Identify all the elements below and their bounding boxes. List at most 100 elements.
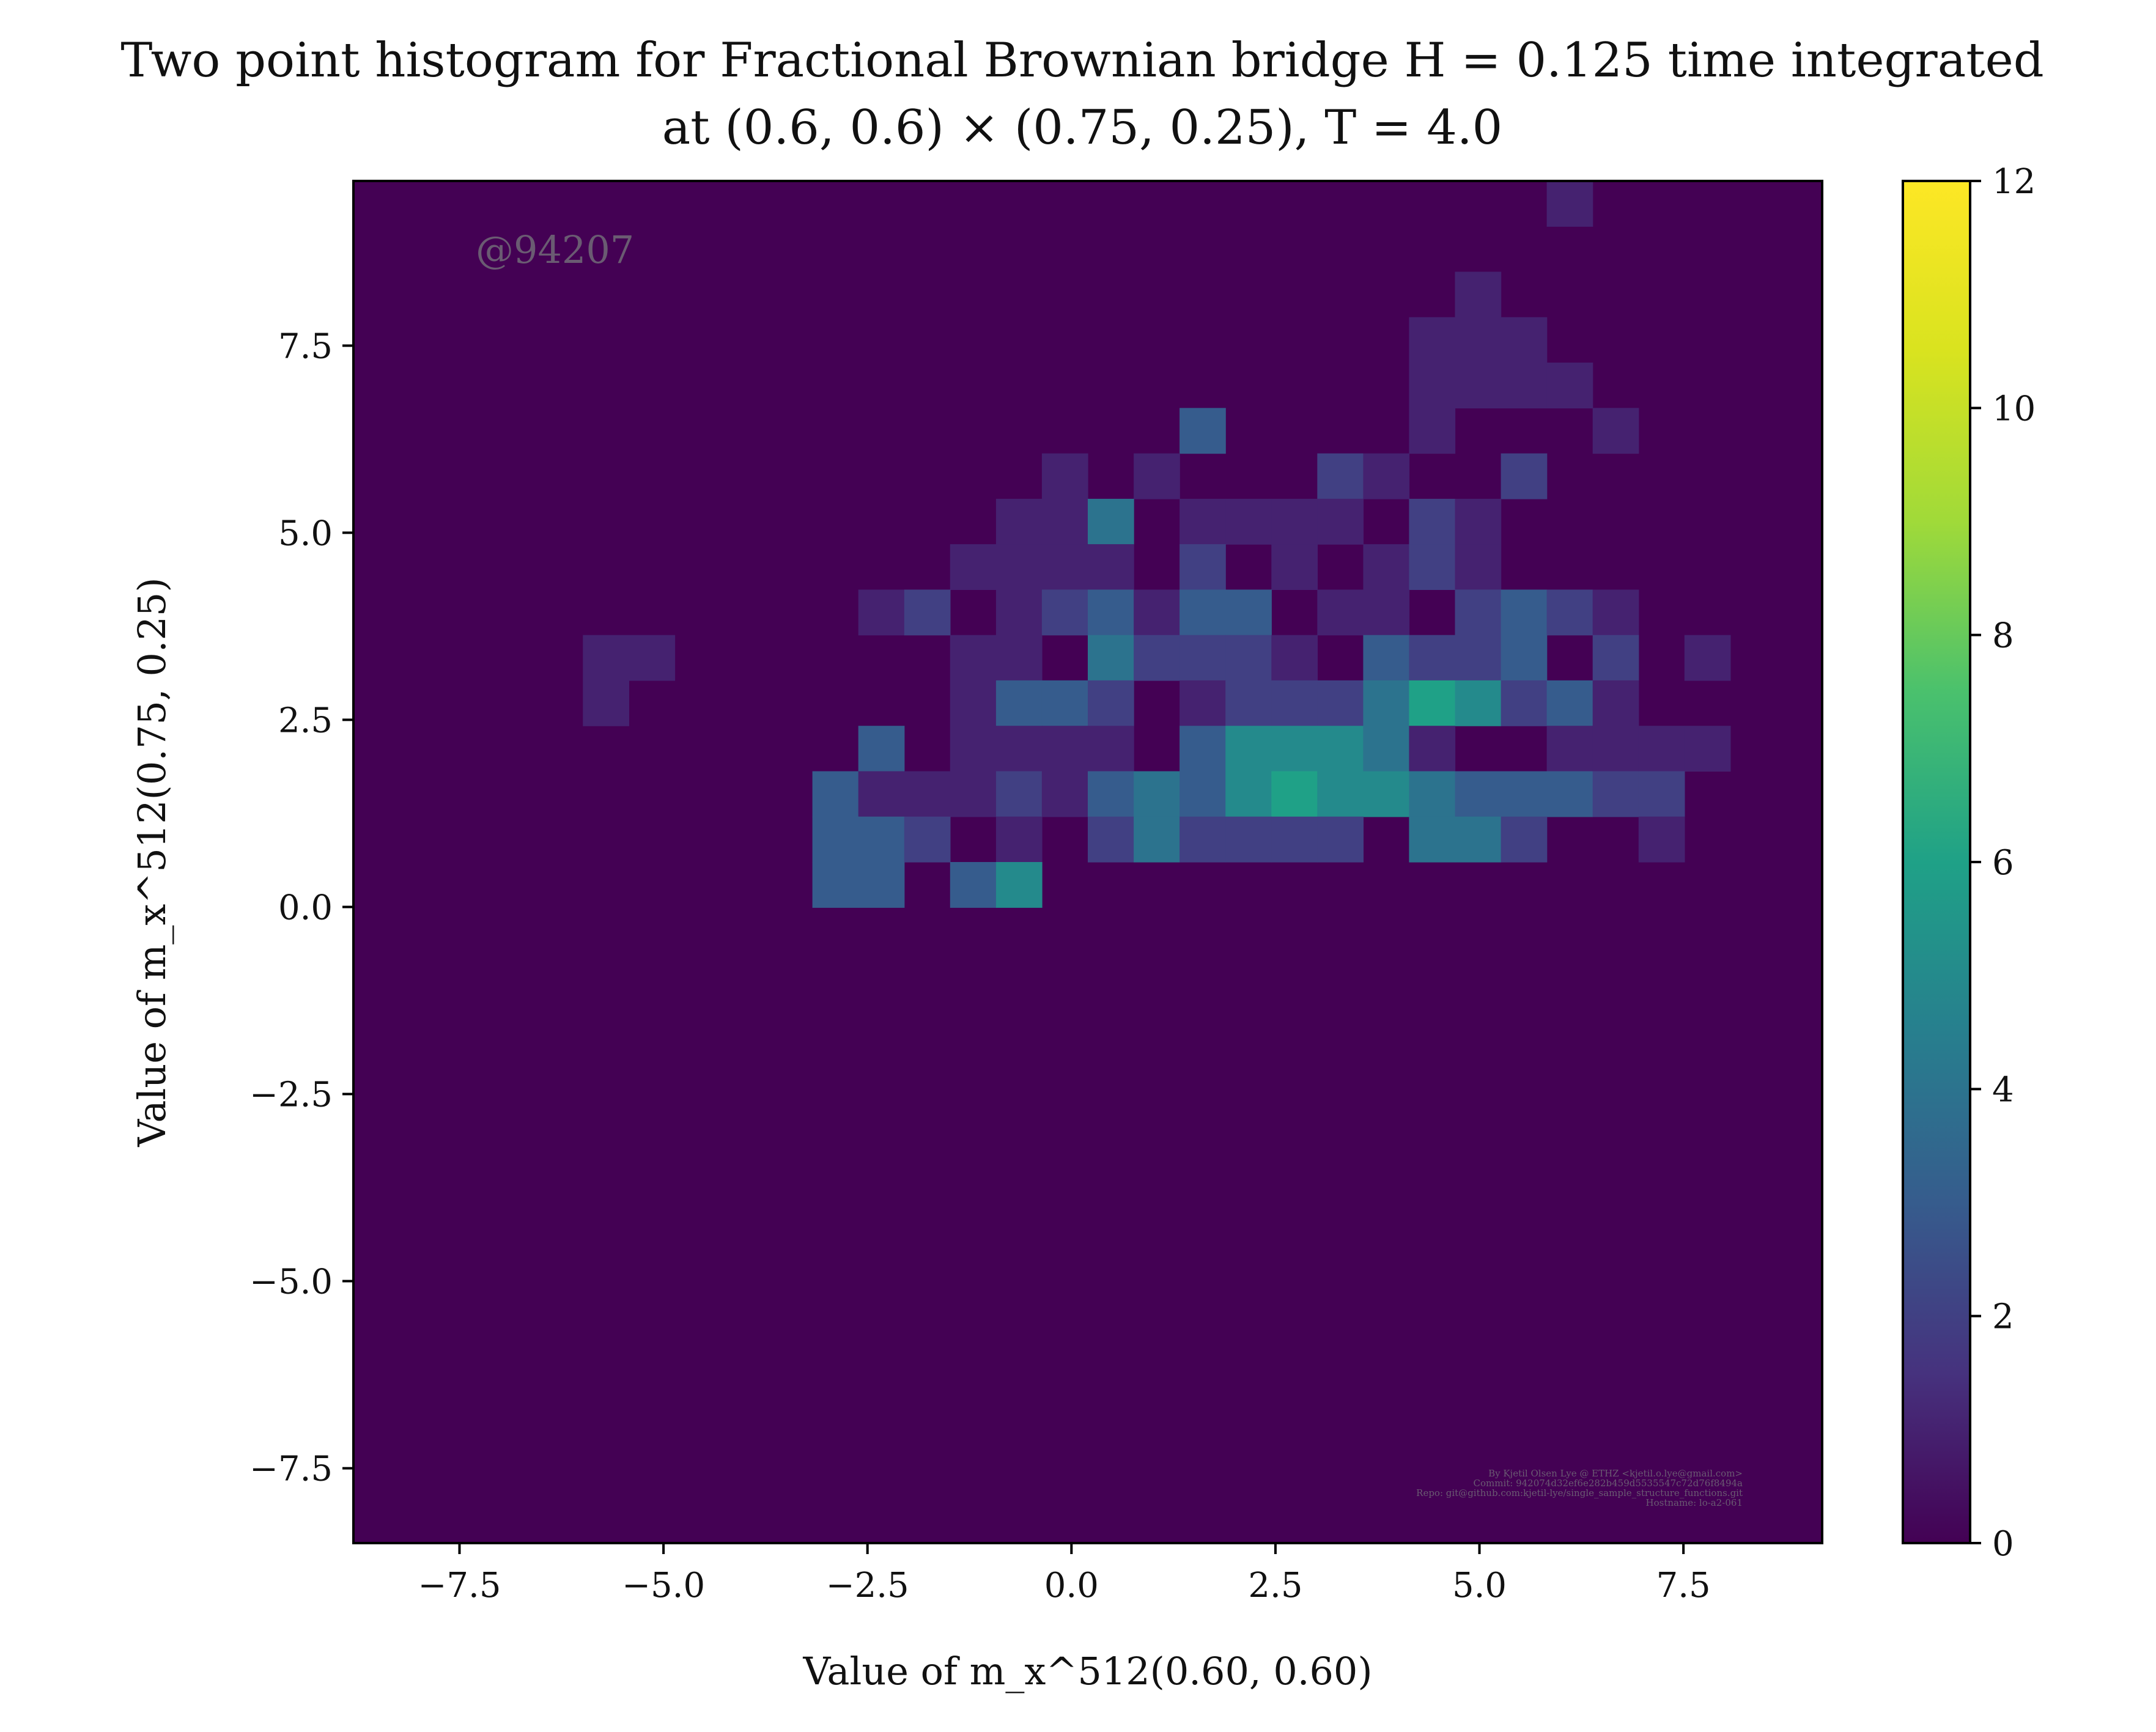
heatmap-cell (1592, 680, 1639, 726)
heatmap-cell (1271, 498, 1318, 545)
x-tick-label: 7.5 (1656, 1566, 1711, 1605)
heatmap-cell (1501, 317, 1548, 363)
heatmap-cell (1317, 680, 1364, 726)
heatmap-cell (1225, 816, 1272, 863)
heatmap-cell (1088, 635, 1134, 681)
heatmap-cell (1363, 544, 1410, 590)
heatmap-cell (1271, 635, 1318, 681)
x-axis-ticks: −7.5 −5.0 −2.5 0.0 2.5 5.0 7.5 (418, 1543, 1711, 1605)
heatmap-cell (1041, 453, 1088, 499)
colorbar-gradient (1903, 181, 1970, 1543)
heatmap-cell (1041, 726, 1088, 772)
x-tick-label: 5.0 (1452, 1566, 1507, 1605)
heatmap-cell (1180, 726, 1226, 772)
heatmap-cell (1546, 589, 1593, 636)
heatmap-cell (1546, 181, 1593, 227)
watermark-text: @94207 (476, 227, 634, 272)
heatmap-cell (1455, 317, 1502, 363)
colorbar-tick-label: 6 (1992, 843, 2014, 883)
heatmap-cell (1317, 771, 1364, 817)
colorbar-tick-label: 8 (1992, 616, 2014, 656)
heatmap-cell (1271, 544, 1318, 590)
heatmap-cell (858, 771, 905, 817)
heatmap-cell (629, 635, 676, 681)
heatmap-cell (904, 589, 951, 636)
heatmap-cell (1592, 635, 1639, 681)
y-tick-label: 2.5 (278, 701, 333, 740)
heatmap-cell (1501, 680, 1548, 726)
heatmap-cell (1225, 680, 1272, 726)
heatmap-cell (1180, 498, 1226, 545)
heatmap-cell (1409, 498, 1456, 545)
heatmap-cell (1409, 363, 1456, 408)
heatmap-cell (812, 862, 859, 908)
credit-line: By Kjetil Olsen Lye @ ETHZ <kjetil.o.lye… (1488, 1468, 1743, 1479)
heatmap-cell (1088, 771, 1134, 817)
heatmap-cell (995, 635, 1043, 681)
heatmap-cell (1225, 771, 1272, 817)
heatmap-cell (1088, 726, 1134, 772)
x-tick-label: 0.0 (1044, 1566, 1099, 1605)
heatmap-cell (1501, 453, 1548, 499)
heatmap-cell (1546, 363, 1593, 408)
heatmap-cell (858, 589, 905, 636)
heatmap-cell (1638, 771, 1685, 817)
credit-line: Repo: git@github.com:kjetil-lye/single_s… (1416, 1487, 1743, 1498)
heatmap-cell (1041, 544, 1088, 590)
heatmap-cell (1317, 589, 1364, 636)
chart-title-line-2: at (0.6, 0.6) × (0.75, 0.25), T = 4.0 (662, 100, 1503, 155)
heatmap-cell (1088, 544, 1134, 590)
heatmap-cell (1501, 816, 1548, 863)
heatmap-cell (1501, 635, 1548, 681)
heatmap-cell (1638, 816, 1685, 863)
y-axis-ticks: −7.5 −5.0 −2.5 0.0 2.5 5.0 7.5 (249, 326, 353, 1489)
heatmap-cell (1409, 635, 1456, 681)
heatmap-cell (812, 816, 859, 863)
heatmap-cell (1592, 771, 1639, 817)
heatmap-cell (812, 771, 859, 817)
heatmap-cell (1088, 680, 1134, 726)
heatmap-cell (1455, 271, 1502, 318)
heatmap-cell (995, 726, 1043, 772)
heatmap-cell (1409, 726, 1456, 772)
heatmap-cell (1225, 589, 1272, 636)
heatmap-cell (1501, 771, 1548, 817)
heatmap-cell (1409, 317, 1456, 363)
heatmap-cell (1041, 498, 1088, 545)
colorbar-tick-label: 2 (1992, 1297, 2014, 1337)
colorbar-ticks: 0 2 4 6 8 10 12 (1970, 162, 2036, 1564)
heatmap-cell (995, 680, 1043, 726)
heatmap-cell (1501, 589, 1548, 636)
heatmap-cell (1134, 589, 1180, 636)
heatmap-cell (1180, 589, 1226, 636)
colorbar-tick-label: 0 (1992, 1524, 2014, 1564)
heatmap-cell (1134, 816, 1180, 863)
heatmap-cell (1409, 816, 1456, 863)
heatmap-cell (1134, 635, 1180, 681)
heatmap-cell (1592, 589, 1639, 636)
heatmap-cell (1225, 726, 1272, 772)
heatmap-cell (1134, 453, 1180, 499)
heatmap-cell (1180, 816, 1226, 863)
heatmap-cell (1134, 771, 1180, 817)
heatmap-cell (995, 544, 1043, 590)
heatmap-cell (1363, 771, 1410, 817)
heatmap-cell (1041, 589, 1088, 636)
x-tick-label: −2.5 (826, 1566, 909, 1605)
heatmap-cell (995, 771, 1043, 817)
colorbar-tick-label: 12 (1992, 162, 2036, 202)
plot-frame (352, 180, 1823, 1544)
heatmap-cell (1225, 498, 1272, 545)
heatmap-cell (950, 544, 997, 590)
heatmap-cell (1409, 771, 1456, 817)
heatmap-cell (1455, 589, 1502, 636)
heatmap-plot-area: @94207 By Kjetil Olsen Lye @ ETHZ <kjeti… (352, 180, 1823, 1544)
heatmap-cell (995, 816, 1043, 863)
y-tick-label: −7.5 (249, 1450, 333, 1489)
heatmap-cell (1180, 408, 1226, 454)
heatmap-cell (1088, 816, 1134, 863)
heatmap-cell (1363, 680, 1410, 726)
heatmap-cell (1363, 453, 1410, 499)
heatmap-cell (950, 635, 997, 681)
